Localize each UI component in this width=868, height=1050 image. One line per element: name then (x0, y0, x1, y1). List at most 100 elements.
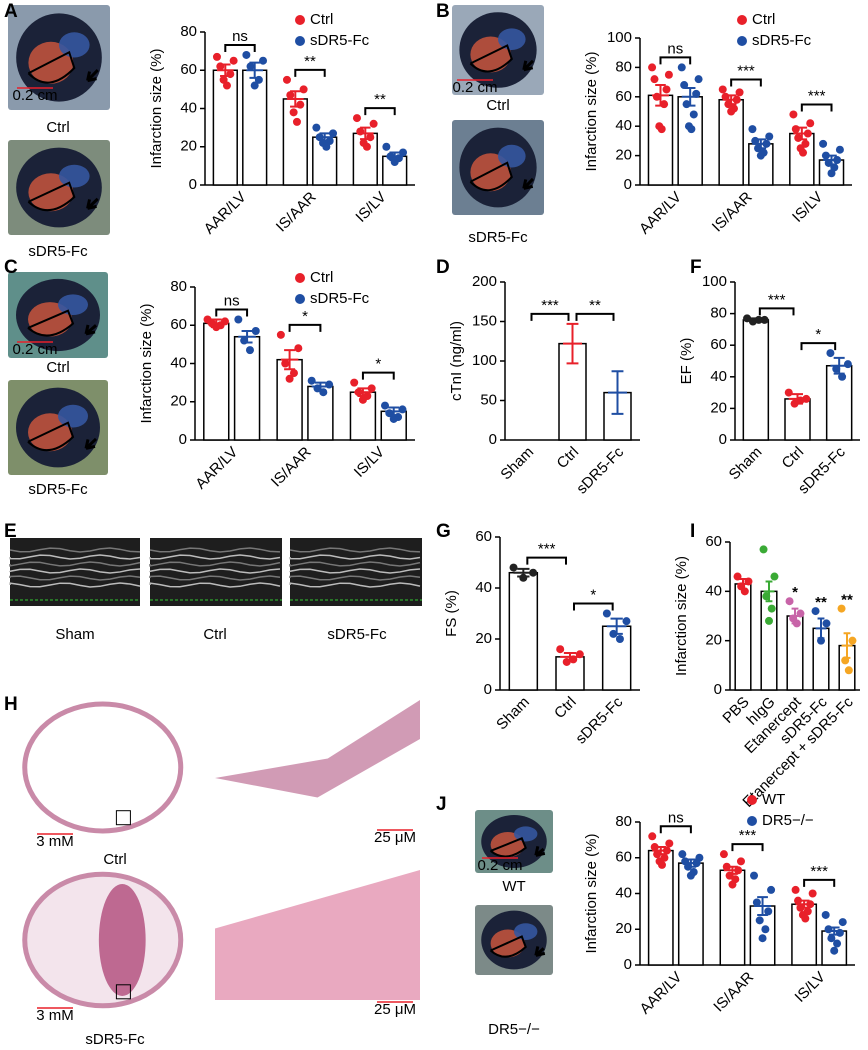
x-tick-label: IS/LV (792, 969, 829, 1006)
y-tick-label: 20 (475, 630, 492, 647)
data-point (292, 117, 301, 126)
legend-label: Ctrl (752, 11, 775, 28)
x-tick-label: Ctrl (554, 444, 583, 473)
bar (647, 849, 674, 966)
bar (276, 358, 303, 441)
heart-region (58, 294, 88, 315)
x-tick-label: AAR/LV (192, 444, 241, 493)
y-tick-label: 80 (710, 305, 727, 322)
data-point (694, 75, 703, 84)
echo-trace (289, 554, 421, 560)
y-tick-label: 20 (170, 393, 187, 410)
data-point (821, 910, 830, 919)
arrow (84, 324, 97, 336)
y-tick-label: 20 (710, 399, 727, 416)
data-point (678, 850, 687, 859)
significance-label: ** (589, 297, 601, 314)
data-point (285, 374, 294, 383)
data-point (767, 885, 776, 894)
data-point (677, 63, 686, 72)
x-tick-label: Ctrl (551, 694, 580, 723)
error-bar (681, 86, 699, 107)
significance-bracket (288, 323, 322, 332)
bar (203, 322, 230, 441)
data-point (835, 928, 844, 937)
infarct-outline (469, 161, 513, 192)
data-point (764, 907, 773, 916)
y-tick-label: 40 (705, 582, 722, 599)
significance-label: * (302, 308, 308, 325)
data-point (286, 91, 295, 100)
data-point (245, 346, 254, 355)
y-axis-label: Infarction size (%) (583, 51, 600, 171)
heart-region (59, 32, 90, 58)
scale-label: 25 μM (374, 829, 416, 846)
significance-label: *** (541, 297, 559, 314)
error-bar (286, 90, 304, 108)
significance-bracket (659, 825, 692, 834)
panel-letter: F (690, 257, 702, 278)
image-label: Ctrl (46, 359, 69, 376)
significance-label: ns (224, 292, 240, 309)
legend-marker (295, 36, 305, 46)
data-point (822, 619, 831, 628)
y-tick-label: 20 (705, 632, 722, 649)
error-bar (795, 899, 813, 909)
panel-letter: C (4, 257, 18, 278)
data-point (794, 896, 803, 905)
data-point (830, 946, 839, 955)
y-axis-label: Infarction size (%) (148, 48, 165, 168)
heart-region (498, 144, 526, 168)
echo-trace (149, 554, 281, 560)
heart-image (8, 380, 108, 475)
x-tick-label: IS/AAR (273, 188, 320, 235)
error-bar (607, 370, 628, 415)
image-label: Sham (55, 626, 94, 643)
heart-region (59, 164, 90, 188)
data-point (719, 850, 728, 859)
significance-bracket (364, 107, 396, 116)
significance-bracket (215, 308, 249, 317)
data-point (837, 604, 846, 613)
x-tick-label: Sham (726, 444, 766, 484)
data-point (811, 607, 820, 616)
x-tick-label: IS/LV (789, 189, 826, 226)
significance-label: *** (739, 827, 757, 844)
error-bar (830, 356, 848, 375)
image-label: sDR5-Fc (28, 243, 88, 260)
data-point (756, 151, 765, 160)
legend-label: DR5−/− (762, 812, 814, 829)
error-bar (682, 858, 700, 868)
significance-label: * (792, 584, 798, 601)
arrow (534, 946, 546, 957)
bar (786, 615, 804, 691)
scale-label: 3 mM (36, 1007, 74, 1024)
data-point (289, 108, 298, 117)
image-label: sDR5-Fc (85, 1031, 145, 1048)
heart-region (58, 404, 88, 428)
data-point (838, 372, 847, 381)
arrow (86, 69, 99, 83)
data-point (735, 88, 744, 97)
data-point (650, 75, 659, 84)
significance-bracket (573, 602, 614, 611)
significance-label: ** (304, 53, 316, 70)
infarct-outline (469, 44, 513, 73)
error-bar (825, 926, 843, 936)
y-tick-label: 0 (179, 431, 187, 448)
data-point (369, 119, 378, 128)
bar (555, 656, 585, 691)
x-tick-label: IS/AAR (709, 188, 756, 235)
data-point (765, 616, 773, 625)
data-point (761, 925, 770, 934)
y-tick-label: 0 (624, 956, 632, 973)
data-point (657, 125, 666, 134)
infarct-outline (27, 50, 76, 84)
significance-bracket (361, 371, 395, 380)
error-bar (789, 607, 801, 625)
data-point (389, 414, 398, 423)
significance-label: ** (841, 592, 853, 609)
bar (734, 583, 752, 691)
echo-trace (149, 568, 281, 574)
significance-label: ** (374, 91, 386, 108)
